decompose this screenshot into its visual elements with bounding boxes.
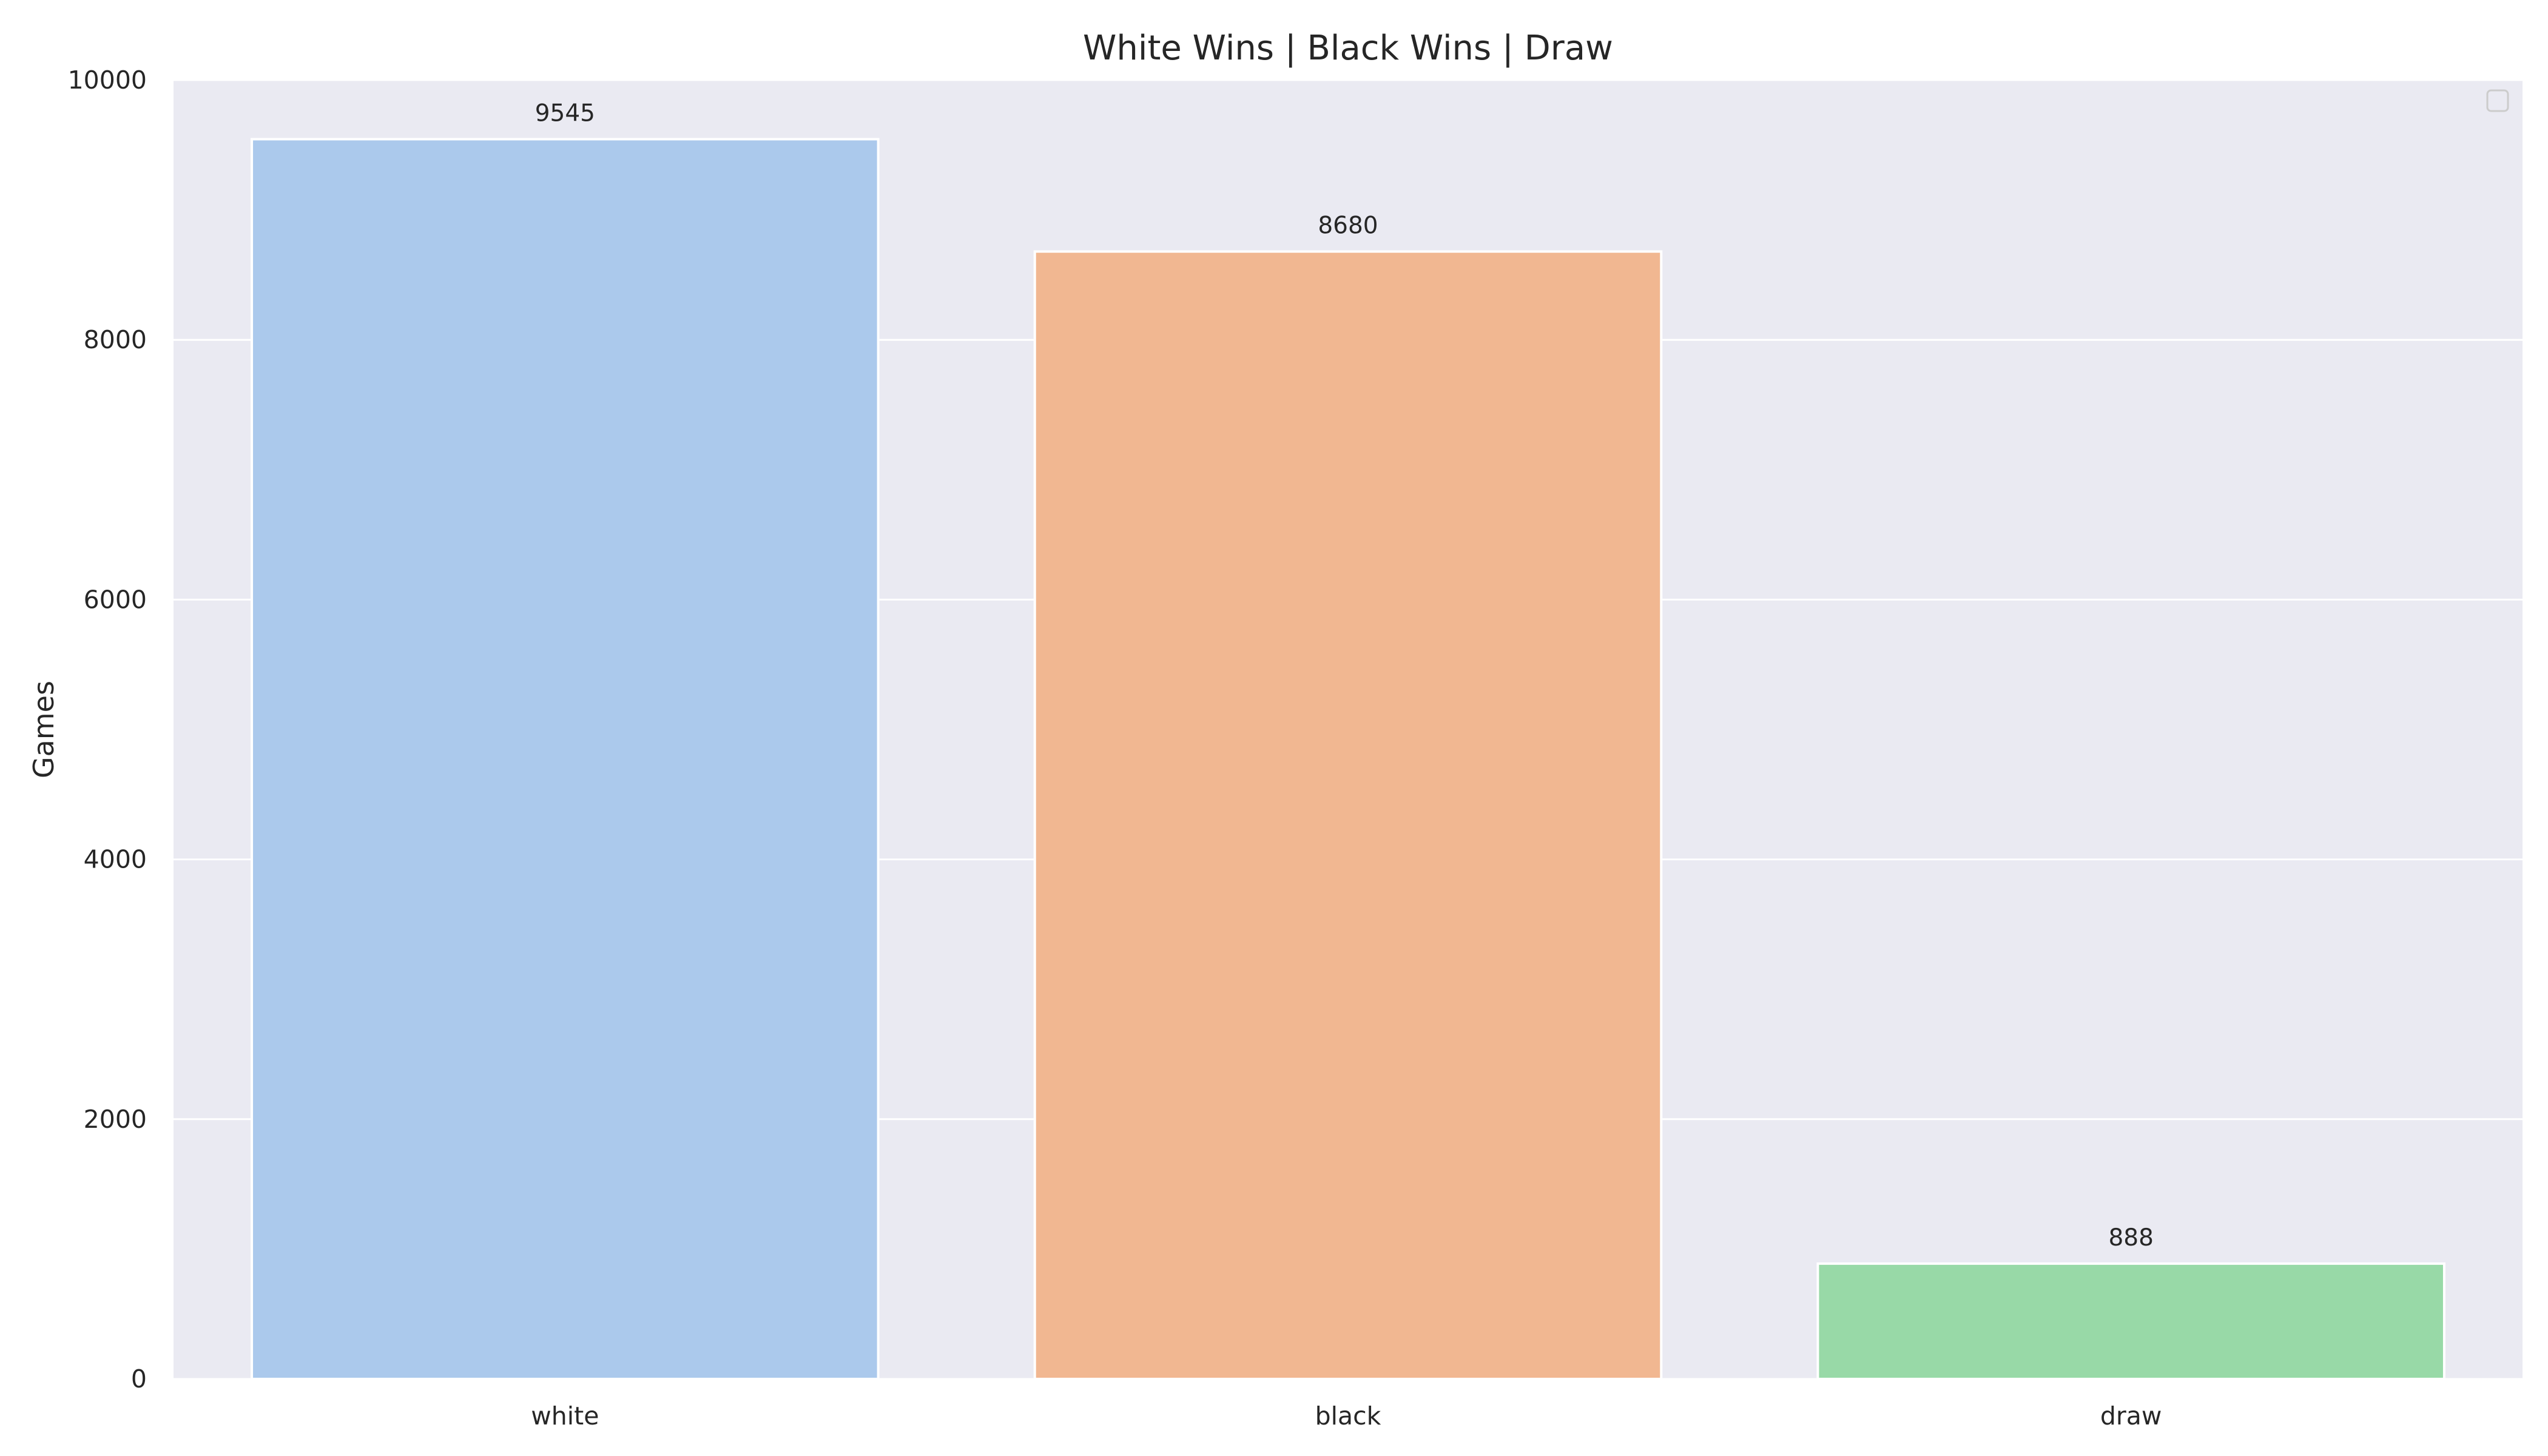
x-tick-label-white: white [531, 1401, 599, 1431]
x-axis-ticks: white black draw [531, 1401, 2162, 1431]
y-axis-label: Games [27, 681, 60, 778]
y-tick-label-2: 4000 [84, 845, 147, 874]
y-axis-ticks: 0 2000 4000 6000 8000 10000 [68, 66, 147, 1394]
data-label-black: 8680 [1318, 212, 1378, 240]
y-tick-label-4: 8000 [84, 325, 147, 354]
y-tick-label-3: 6000 [84, 585, 147, 614]
bar-black [1033, 250, 1663, 1380]
y-tick-label-1: 2000 [84, 1105, 147, 1134]
legend-box [2486, 89, 2509, 112]
bars [251, 138, 2445, 1380]
bar-white [251, 138, 880, 1380]
chart-title: White Wins | Black Wins | Draw [1083, 29, 1613, 68]
bar-draw [1816, 1262, 2445, 1380]
data-label-draw: 888 [2108, 1224, 2153, 1252]
y-tick-label-0: 0 [131, 1364, 147, 1394]
x-tick-label-black: black [1315, 1401, 1381, 1431]
x-tick-label-draw: draw [2100, 1401, 2162, 1431]
data-label-white: 9545 [535, 99, 595, 127]
y-tick-label-5: 10000 [68, 66, 147, 95]
data-labels: 9545 8680 888 [535, 99, 2154, 1251]
